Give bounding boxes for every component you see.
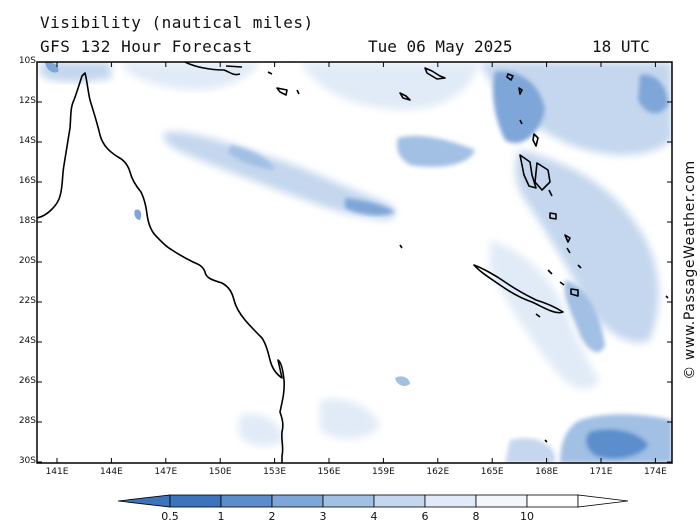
lon-label: 153E	[263, 467, 287, 477]
lat-label: 30S	[18, 456, 36, 466]
colorbar-segment	[475, 494, 528, 508]
coastlines	[37, 62, 669, 463]
lat-label: 28S	[18, 416, 36, 426]
colorbar-segment	[322, 494, 375, 508]
lat-label: 20S	[18, 256, 36, 266]
lon-label: 171E	[589, 467, 613, 477]
australia-coastline	[37, 72, 285, 463]
lon-label: 165E	[480, 467, 504, 477]
new-caledonia	[473, 264, 564, 314]
vanuatu-islands	[506, 73, 582, 269]
small-islands	[399, 244, 669, 443]
colorbar-label: 8	[472, 510, 480, 523]
visibility-patch	[238, 413, 285, 447]
visibility-patch	[564, 280, 605, 353]
loyalty-islands	[535, 269, 579, 318]
lon-label: 174E	[643, 467, 667, 477]
colorbar-label: 10	[520, 510, 534, 523]
colorbar	[117, 494, 629, 508]
colorbar-right-arrow	[577, 494, 629, 508]
colorbar-segment	[271, 494, 324, 508]
solomon-islands	[399, 67, 446, 101]
credit-text: © www.PassageWeather.com	[682, 160, 698, 380]
lat-label: 16S	[18, 176, 36, 186]
visibility-patch	[638, 74, 668, 114]
lon-label: 168E	[535, 467, 559, 477]
colorbar-segment	[169, 494, 222, 508]
visibility-patch	[228, 145, 275, 170]
visibility-patch	[320, 398, 380, 440]
visibility-patch	[40, 62, 112, 83]
lat-label: 22S	[18, 296, 36, 306]
visibility-patch	[493, 71, 545, 144]
lat-label: 18S	[18, 216, 36, 226]
lon-label: 147E	[154, 467, 178, 477]
colorbar-label: 2	[268, 510, 276, 523]
colorbar-segment	[373, 494, 426, 508]
axis-ticks	[37, 61, 672, 463]
visibility-patch	[505, 438, 555, 463]
colorbar-segment	[526, 494, 579, 508]
lon-label: 144E	[99, 467, 123, 477]
lat-label: 10S	[18, 56, 36, 66]
visibility-band	[515, 150, 659, 343]
lat-label: 12S	[18, 96, 36, 106]
visibility-patch	[345, 198, 395, 216]
map-subtitle: GFS 132 Hour Forecast	[40, 37, 253, 56]
colorbar-label: 1	[217, 510, 225, 523]
lon-label: 141E	[45, 467, 69, 477]
colorbar-label: 3	[319, 510, 327, 523]
lon-label: 156E	[317, 467, 341, 477]
visibility-patch	[490, 240, 600, 389]
colorbar-label: 6	[421, 510, 429, 523]
visibility-patch	[586, 429, 648, 459]
louisiade-islands	[267, 71, 300, 96]
lon-label: 150E	[208, 467, 232, 477]
lat-label: 14S	[18, 136, 36, 146]
forecast-date: Tue 06 May 2025	[368, 37, 513, 56]
papua-coastline	[184, 62, 243, 76]
colorbar-label: 0.5	[161, 510, 179, 523]
colorbar-segment	[220, 494, 273, 508]
visibility-patch	[300, 62, 480, 110]
visibility-patch	[120, 62, 260, 91]
lon-label: 162E	[426, 467, 450, 477]
visibility-patch	[45, 62, 59, 73]
forecast-time: 18 UTC	[592, 37, 650, 56]
visibility-patch	[395, 376, 410, 386]
colorbar-segment	[424, 494, 477, 508]
visibility-patch	[396, 135, 475, 167]
lat-label: 24S	[18, 336, 36, 346]
lat-label: 26S	[18, 376, 36, 386]
visibility-shading	[40, 62, 672, 463]
visibility-band	[163, 131, 396, 220]
map-title: Visibility (nautical miles)	[40, 13, 314, 32]
lon-label: 159E	[371, 467, 395, 477]
colorbar-left-arrow	[117, 494, 171, 508]
visibility-patch	[134, 209, 142, 220]
colorbar-label: 4	[370, 510, 378, 523]
